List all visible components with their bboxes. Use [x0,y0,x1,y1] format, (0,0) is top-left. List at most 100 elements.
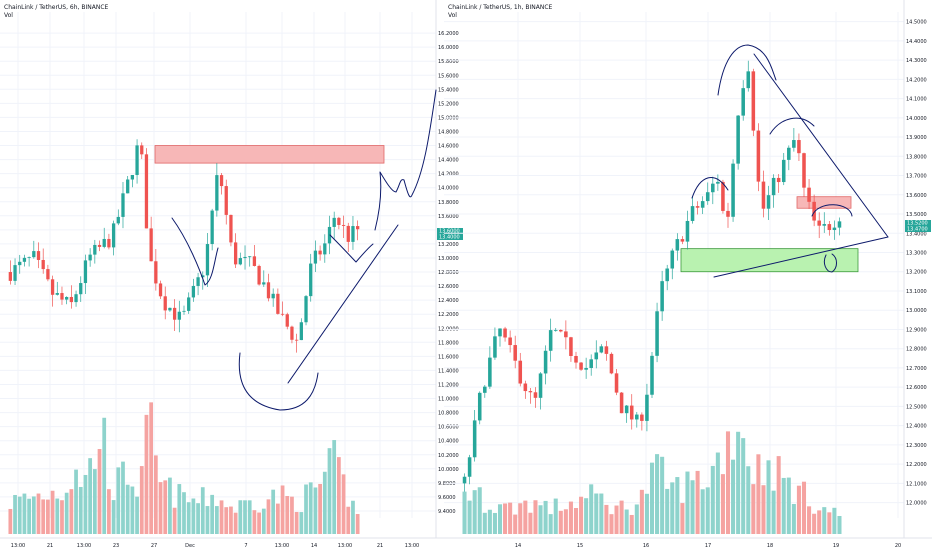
volume-bar [796,485,801,534]
candle-body [243,256,247,259]
y-tick-label: 13.6000 [906,193,927,199]
candle-body [559,329,563,332]
candle-body [18,261,22,266]
y-tick-label: 15.2000 [438,101,459,107]
volume-bar [290,496,294,534]
volume-bar [135,496,139,534]
volume-bar [121,461,125,534]
y-tick-label: 13.8000 [438,200,459,206]
candle-body [83,260,88,284]
trend-drawing [713,236,889,278]
volume-bar [322,471,327,534]
volume-bar [243,500,247,534]
y-tick-label: 13.7000 [906,174,927,180]
candle-body [126,179,130,194]
candle-body [776,177,781,183]
candle-body [266,282,271,299]
candle-body [619,392,624,414]
volume-bar [332,440,337,534]
candle-body [650,355,654,395]
x-tick-label: 14 [515,543,521,549]
candle-body [523,383,528,392]
volume-bar [69,489,74,534]
candle-body [685,220,690,242]
volume-bar [210,494,215,534]
candle-body [149,228,153,262]
y-tick-label: 14.1000 [906,97,927,103]
volume-bar [685,471,690,534]
volume-bar [78,486,83,534]
candle-body [346,225,350,242]
y-tick-label: 13.5000 [906,212,927,218]
x-tick-label: 27 [151,543,157,549]
volume-bar [8,508,13,534]
candle-body [116,216,120,224]
volume-bar [781,477,786,534]
y-tick-label: 13.9000 [906,135,927,141]
candle-body [168,307,172,311]
x-tick-label: 20 [895,543,901,549]
candle-body [761,181,766,209]
y-tick-label: 9.4000 [438,509,456,515]
candle-body [802,153,806,188]
volume-bar [238,500,243,534]
volume-bar [827,512,832,534]
candle-body [477,392,482,421]
volume-bar [660,456,665,534]
candle-body [238,258,242,265]
candle-body [351,226,355,242]
y-tick-label: 11.0000 [438,397,459,403]
x-tick-label: 17 [705,543,711,549]
candle-body [766,195,771,209]
chart-title: ChainLink / TetherUS, 1h, BINANCE [448,4,553,11]
volume-bar [64,492,69,534]
candle-body [337,217,341,225]
candle-body [832,227,837,231]
y-tick-label: 12.2000 [438,312,459,318]
candle-body [700,201,705,208]
candle-body [827,224,832,231]
volume-bar [27,498,31,534]
candle-body [812,201,816,221]
y-tick-label: 12.8000 [438,270,459,276]
candle-body [22,257,27,262]
candle-body [271,293,275,299]
candle-body [27,257,31,258]
candle-body [8,272,12,281]
y-tick-label: 14.2000 [438,172,459,178]
volume-bar [224,507,229,534]
candle-body [655,311,659,356]
candle-body [528,391,533,393]
candle-body [93,244,97,255]
volume-bar [568,501,573,534]
candle-body [172,307,177,320]
volume-bar [518,503,523,534]
candle-body [55,293,59,295]
volume-bar [139,466,144,534]
x-tick-label: 15 [577,543,583,549]
candle-body [177,311,181,320]
volume-bar [50,490,55,534]
volume-bar [599,493,604,534]
volume-bar [533,500,538,534]
candle-body [553,329,558,331]
support-zone [680,248,859,273]
volume-bar [261,508,266,534]
volume-bar [543,500,548,534]
y-tick-label: 14.4000 [438,158,459,164]
candle-body [822,224,827,226]
volume-bar [205,506,210,534]
candle-body [356,226,360,230]
volume-bar [337,457,341,534]
x-tick-label: 23 [113,543,119,549]
volume-bar [832,507,837,534]
candle-body [318,250,322,255]
candle-body [36,251,41,260]
volume-bar [487,509,492,534]
y-tick-label: 14.8000 [438,129,459,135]
candle-body [135,145,139,175]
candle-body [341,224,346,226]
volume-bar [74,469,78,534]
volume-bar [351,500,355,534]
volume-bar [766,460,771,534]
